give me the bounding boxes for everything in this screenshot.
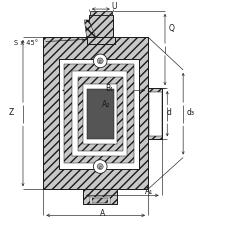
Bar	[90, 12, 111, 16]
Text: U: U	[111, 2, 116, 11]
Bar	[59, 59, 138, 169]
Bar	[147, 89, 161, 140]
Bar	[83, 85, 117, 144]
Text: B₁: B₁	[105, 84, 113, 93]
Polygon shape	[84, 21, 95, 38]
Bar	[83, 189, 117, 204]
Bar	[90, 197, 110, 204]
Text: d: d	[166, 108, 171, 117]
Bar	[77, 78, 123, 151]
Bar	[148, 92, 161, 136]
Circle shape	[93, 55, 106, 68]
Bar	[71, 72, 127, 157]
Circle shape	[97, 59, 103, 65]
Text: c: c	[98, 164, 101, 169]
Text: A₂: A₂	[101, 100, 110, 109]
Bar	[86, 90, 113, 140]
Circle shape	[93, 160, 106, 174]
Text: S x 45°: S x 45°	[14, 39, 38, 45]
Bar	[64, 65, 134, 164]
Text: Q: Q	[168, 24, 174, 33]
Bar	[92, 199, 108, 203]
Text: Z: Z	[9, 108, 14, 117]
Text: A₁: A₁	[144, 187, 152, 196]
Circle shape	[97, 164, 103, 170]
Text: c: c	[98, 59, 101, 64]
Bar	[43, 38, 147, 189]
Bar	[88, 16, 112, 38]
Text: A: A	[99, 208, 105, 217]
Bar	[86, 38, 114, 45]
Text: d₃: d₃	[186, 108, 194, 117]
